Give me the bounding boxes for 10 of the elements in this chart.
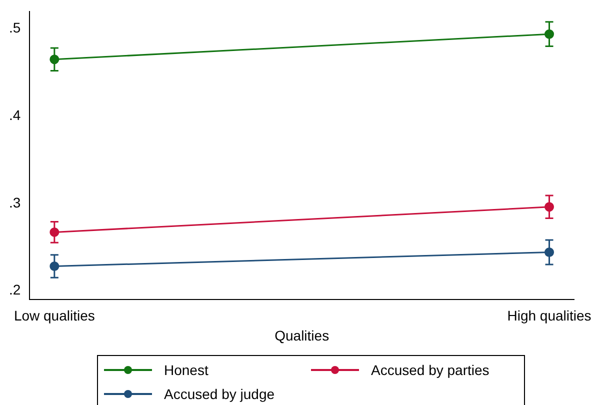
legend-label: Accused by judge bbox=[164, 386, 275, 402]
x-tick-label: High qualities bbox=[507, 308, 592, 324]
y-tick-label: .5 bbox=[8, 20, 21, 36]
x-tick-label: Low qualities bbox=[14, 308, 95, 324]
y-tick-label: .4 bbox=[8, 106, 21, 123]
legend-label: Accused by parties bbox=[371, 362, 490, 378]
y-tick-label: .2 bbox=[8, 282, 21, 298]
legend-label: Honest bbox=[164, 362, 208, 378]
x-axis-title: Qualities bbox=[274, 327, 330, 344]
y-tick-label: .3 bbox=[8, 194, 21, 210]
